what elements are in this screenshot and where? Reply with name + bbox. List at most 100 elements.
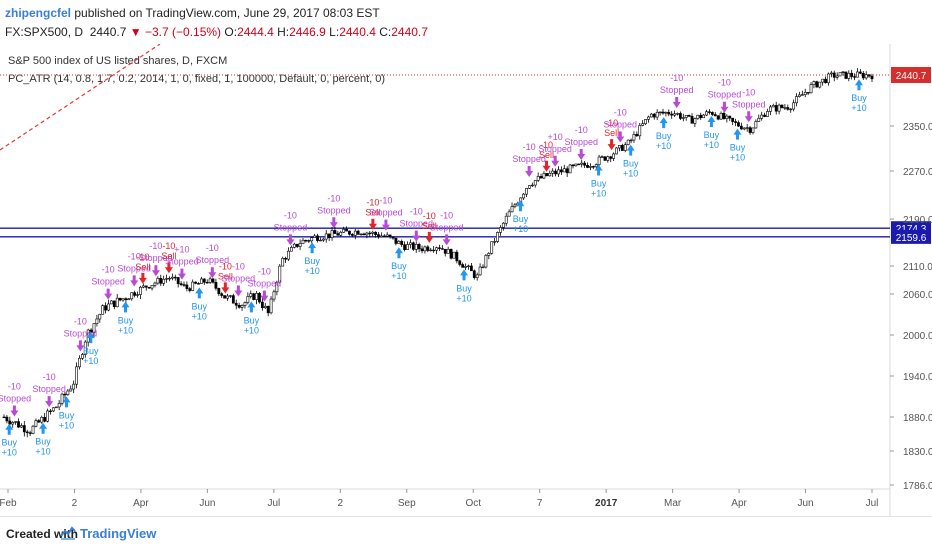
- candle-body: [847, 72, 851, 79]
- candle-body: [382, 235, 386, 238]
- stopped-pnl: -10: [206, 243, 219, 253]
- candle-body: [777, 104, 781, 112]
- candle-body: [281, 257, 285, 267]
- candle-body: [493, 241, 497, 243]
- buy-label: Buy: [513, 214, 529, 224]
- candle-body: [214, 281, 218, 289]
- price-axis[interactable]: 2350.0 2270.0 2190.0 2110.0 2060.0 2000.0 1940…: [890, 122, 932, 492]
- buy-arrow-icon: [854, 79, 863, 91]
- stopped-pnl: -10: [523, 142, 536, 152]
- candle-body: [377, 234, 380, 238]
- candle-body: [768, 106, 772, 112]
- candle-body: [231, 295, 235, 304]
- buy-pnl: +10: [192, 311, 207, 321]
- stopped-arrow-icon: [381, 219, 390, 231]
- sell-arrow-icon: [138, 272, 147, 284]
- buy-label: Buy: [192, 301, 208, 311]
- candle-body: [150, 284, 154, 289]
- candle-body: [507, 211, 511, 217]
- buy-arrow-icon: [594, 164, 603, 176]
- candle-body: [539, 176, 543, 179]
- buy-pnl: +10: [83, 356, 98, 366]
- candle-body: [83, 341, 87, 355]
- candle-body: [438, 247, 441, 249]
- candle-body: [774, 105, 778, 112]
- candle-body: [342, 228, 346, 233]
- candle-body: [504, 215, 508, 224]
- candle-body: [838, 72, 842, 77]
- sell-pnl: -10: [366, 198, 379, 208]
- candle-body: [295, 243, 299, 247]
- candle-body: [272, 291, 276, 300]
- candle-body: [856, 71, 859, 78]
- stopped-label: Stopped: [274, 222, 308, 232]
- candle-body: [292, 243, 296, 248]
- stopped-label: Stopped: [139, 253, 173, 263]
- candle-body: [394, 237, 398, 244]
- candle-body: [336, 233, 340, 236]
- price-chart[interactable]: S&P 500 index of US listed shares, D, FX…: [0, 44, 932, 516]
- tradingview-brand[interactable]: TradingView: [80, 526, 157, 541]
- candle-body: [725, 115, 729, 119]
- candle-body: [124, 298, 128, 301]
- candle-body: [362, 233, 366, 236]
- candle-body: [417, 243, 421, 250]
- candle-body: [182, 284, 186, 286]
- stopped-label: Stopped: [400, 219, 434, 229]
- candle-body: [101, 305, 105, 315]
- candle-body: [548, 172, 552, 177]
- candle-body: [771, 105, 775, 108]
- candle-body: [202, 278, 206, 283]
- x-tick-label: Oct: [465, 498, 481, 509]
- author-link[interactable]: zhipengcfel: [5, 6, 72, 20]
- candle-body: [54, 406, 58, 409]
- candle-body: [499, 227, 502, 233]
- candle-body: [583, 162, 587, 166]
- stopped-arrow-icon: [577, 148, 586, 160]
- candle-body: [165, 278, 168, 280]
- stopped-label: Stopped: [64, 328, 98, 338]
- symbol-label[interactable]: FX:SPX500, D: [5, 25, 84, 39]
- stopped-pnl: -10: [327, 193, 340, 203]
- stopped-arrow-icon: [234, 285, 243, 297]
- hline-price-label: 2174.3: [896, 224, 927, 235]
- candle-body: [348, 230, 351, 235]
- candle-body: [31, 425, 35, 434]
- close-label: C:: [379, 25, 392, 39]
- sell-arrow-icon: [164, 262, 173, 274]
- candle-body: [115, 297, 119, 308]
- x-tick-label: 2017: [595, 498, 618, 509]
- candle-body: [46, 410, 49, 422]
- candle-body: [469, 265, 473, 272]
- candle-body: [252, 293, 256, 300]
- sell-arrow-icon: [542, 160, 551, 172]
- candle-body: [98, 313, 102, 320]
- buy-label: Buy: [83, 346, 99, 356]
- stopped-pnl: -10: [742, 87, 755, 97]
- candle-body: [815, 81, 819, 88]
- y-tick-label: 1786.0: [903, 481, 932, 492]
- trend-line[interactable]: [0, 44, 161, 151]
- buy-pnl: +10: [513, 224, 528, 234]
- stopped-pnl: +10: [548, 132, 563, 142]
- candle-body: [844, 71, 848, 79]
- stopped-label: Stopped: [732, 99, 766, 109]
- stopped-label: Stopped: [165, 257, 199, 267]
- time-axis[interactable]: Feb 2 Apr Jun Jul 2 Sep Oct 7 2017 Mar Apr Jun Jul: [0, 489, 878, 509]
- candle-body: [600, 156, 604, 158]
- open-value: 2444.4: [237, 25, 274, 39]
- candle-body: [411, 242, 415, 250]
- candle-body: [223, 295, 227, 299]
- candle-body: [34, 420, 38, 427]
- candle-body: [365, 232, 369, 236]
- candle-body: [22, 425, 26, 433]
- candle-body: [803, 92, 807, 95]
- candle-body: [722, 112, 726, 119]
- candle-body: [693, 118, 697, 124]
- stopped-arrow-icon: [525, 166, 534, 177]
- candle-body: [452, 251, 456, 259]
- candle-body: [229, 295, 232, 297]
- candle-body: [60, 393, 64, 404]
- candle-body: [829, 72, 833, 75]
